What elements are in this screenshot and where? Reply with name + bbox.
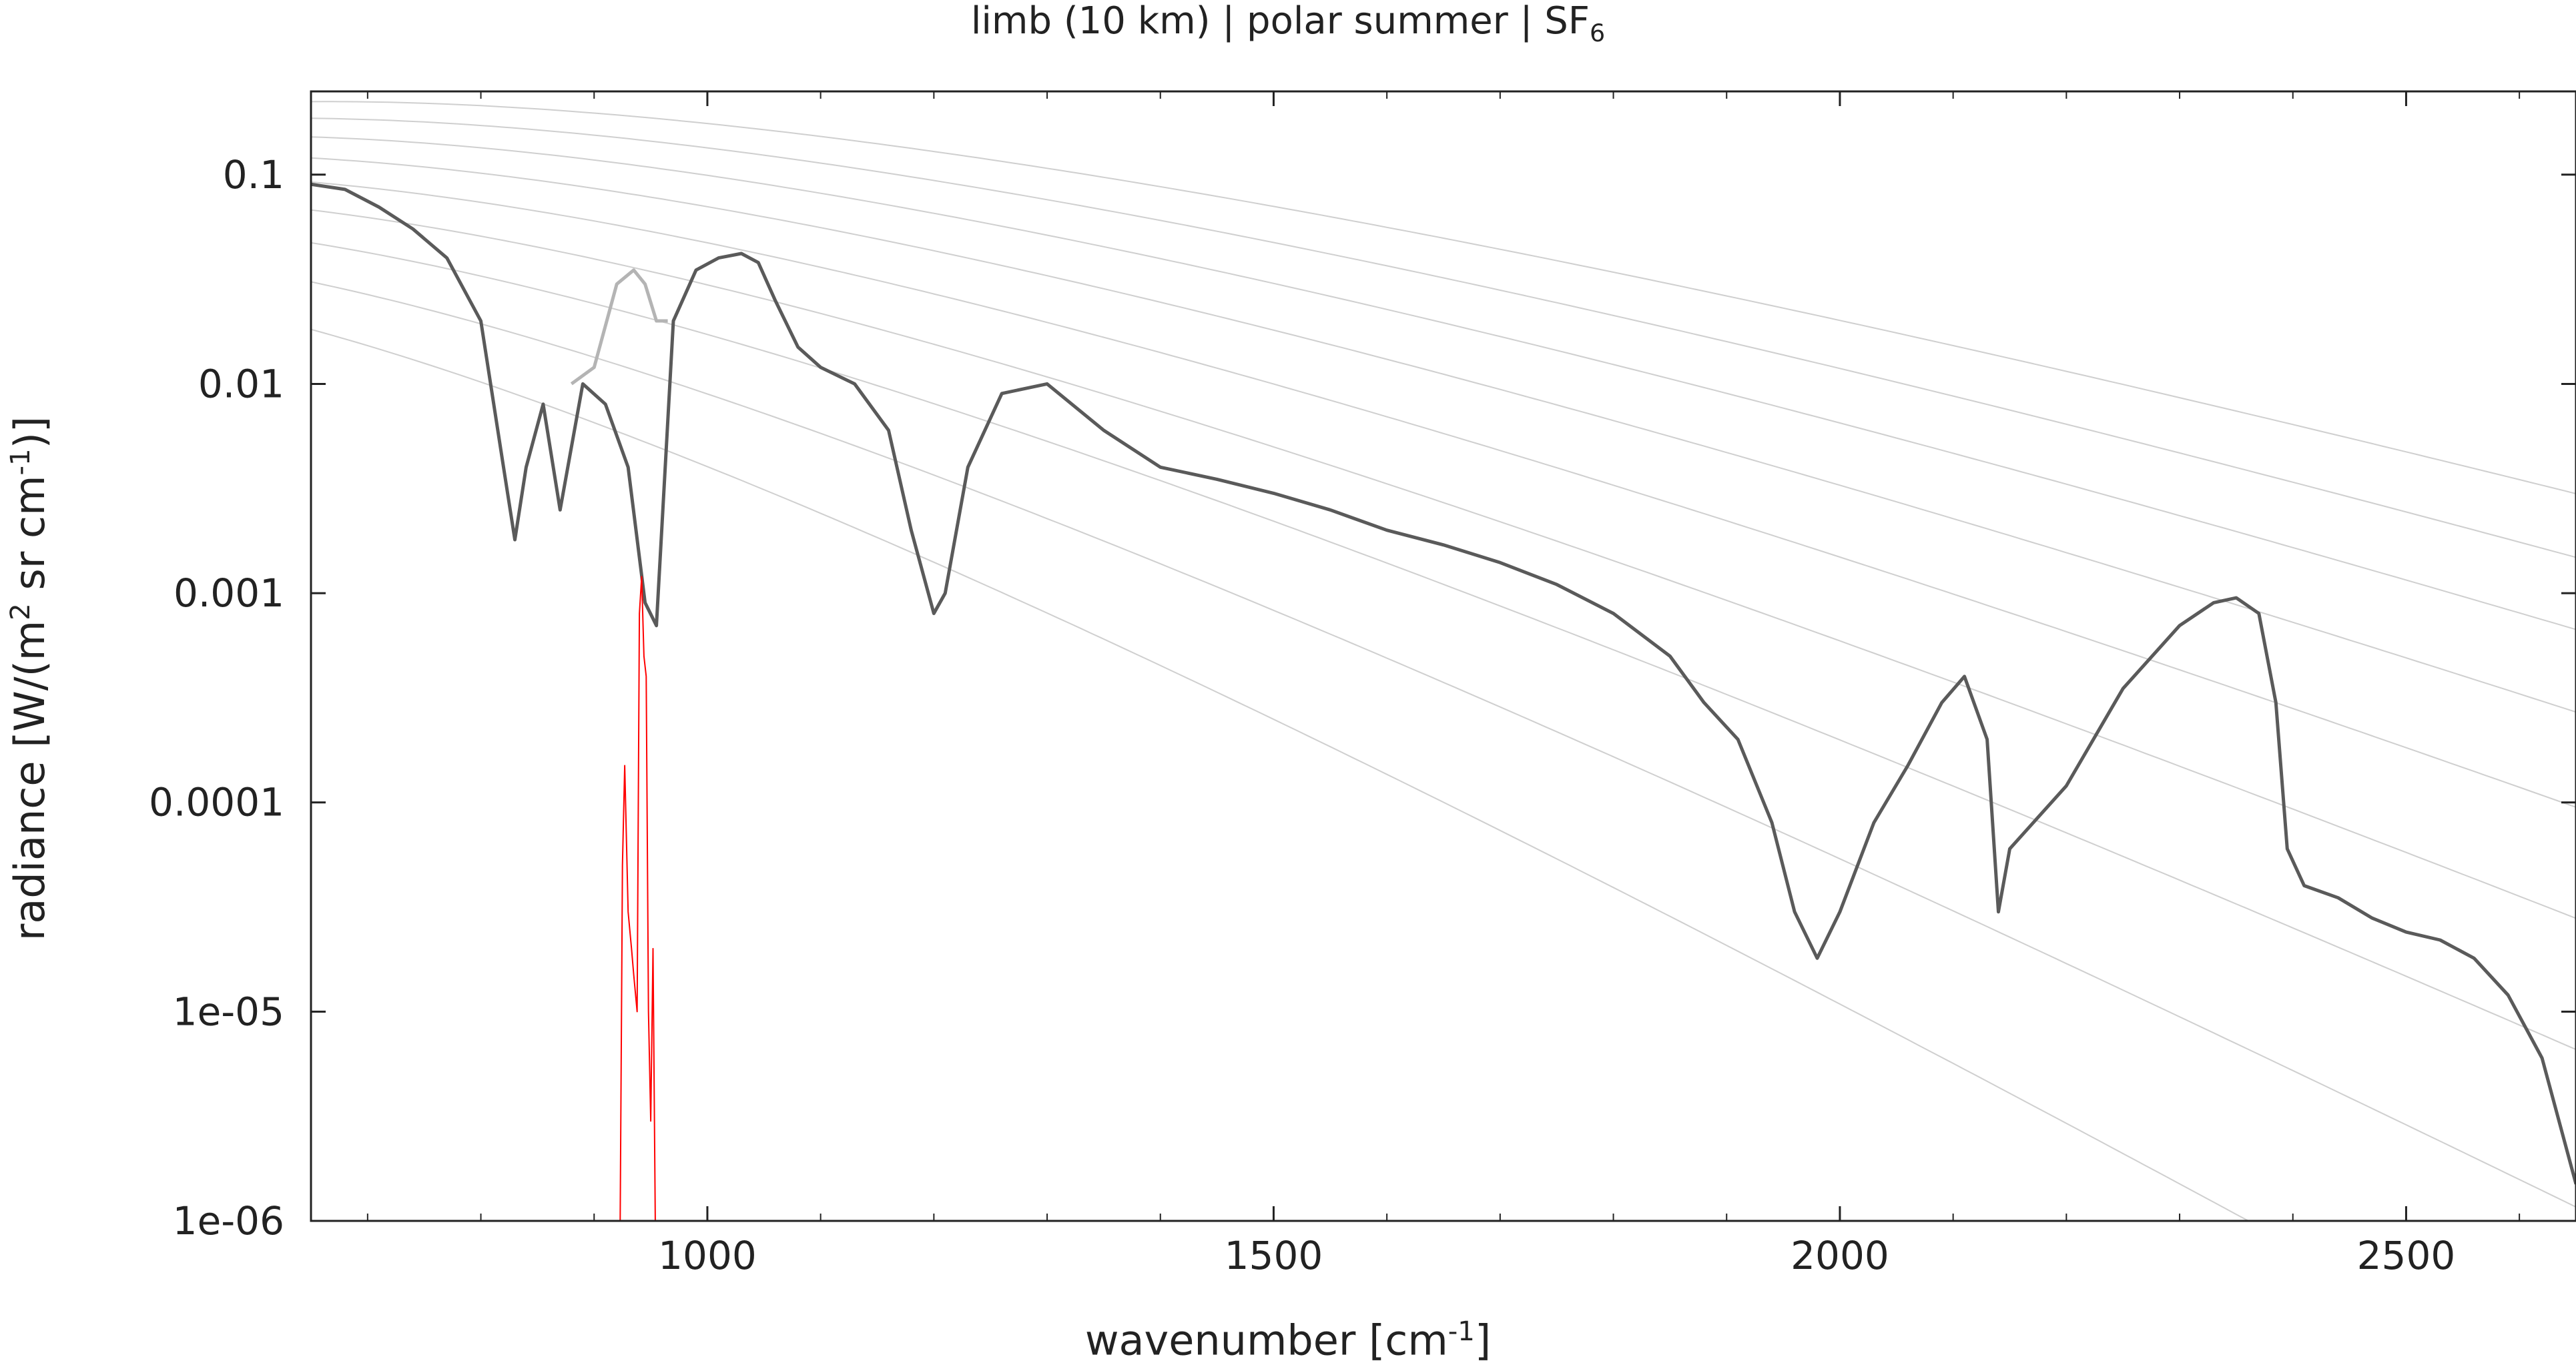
y-tick-label: 0.01 bbox=[198, 361, 284, 406]
planck-curve-320K bbox=[311, 117, 2576, 558]
series-without-target-gas bbox=[570, 268, 668, 386]
y-tick-label: 0.0001 bbox=[149, 780, 284, 825]
y-tick-label: 1e-05 bbox=[173, 989, 284, 1034]
y-tick-label: 1e-06 bbox=[173, 1198, 284, 1244]
x-tick-label: 1000 bbox=[658, 1233, 757, 1278]
y-tick-label: 0.1 bbox=[223, 152, 284, 197]
x-axis-label: wavenumber [cm-1] bbox=[1084, 1316, 1492, 1365]
planck-curve-260K bbox=[311, 181, 2576, 808]
planck-curve-180K bbox=[311, 328, 2250, 1221]
x-tick-label: 2500 bbox=[2357, 1233, 2456, 1278]
x-tick-label: 1500 bbox=[1225, 1233, 1323, 1278]
axis-ticks: 1000 1500 2000 2500 0.1 0.01 0.001 0.0001 1e-05 1… bbox=[149, 91, 2576, 1278]
planck-curve-300K bbox=[311, 136, 2576, 630]
planck-curve-240K bbox=[311, 209, 2576, 919]
spectrum-series bbox=[311, 182, 2576, 1221]
series-target-gas-difference bbox=[619, 576, 656, 1221]
planck-reference-curves bbox=[311, 101, 2576, 1221]
planck-curve-220K bbox=[311, 242, 2576, 1051]
planck-curve-280K bbox=[311, 157, 2576, 713]
x-tick-label: 2000 bbox=[1791, 1233, 1889, 1278]
series-total-radiance bbox=[311, 182, 2576, 1185]
plot-frame bbox=[310, 90, 2576, 1222]
y-tick-label: 0.001 bbox=[174, 570, 284, 616]
chart-title: limb (10 km) | polar summer | SF6 bbox=[970, 0, 1606, 48]
planck-curve-340K bbox=[311, 101, 2576, 494]
planck-curve-200K bbox=[311, 281, 2576, 1208]
